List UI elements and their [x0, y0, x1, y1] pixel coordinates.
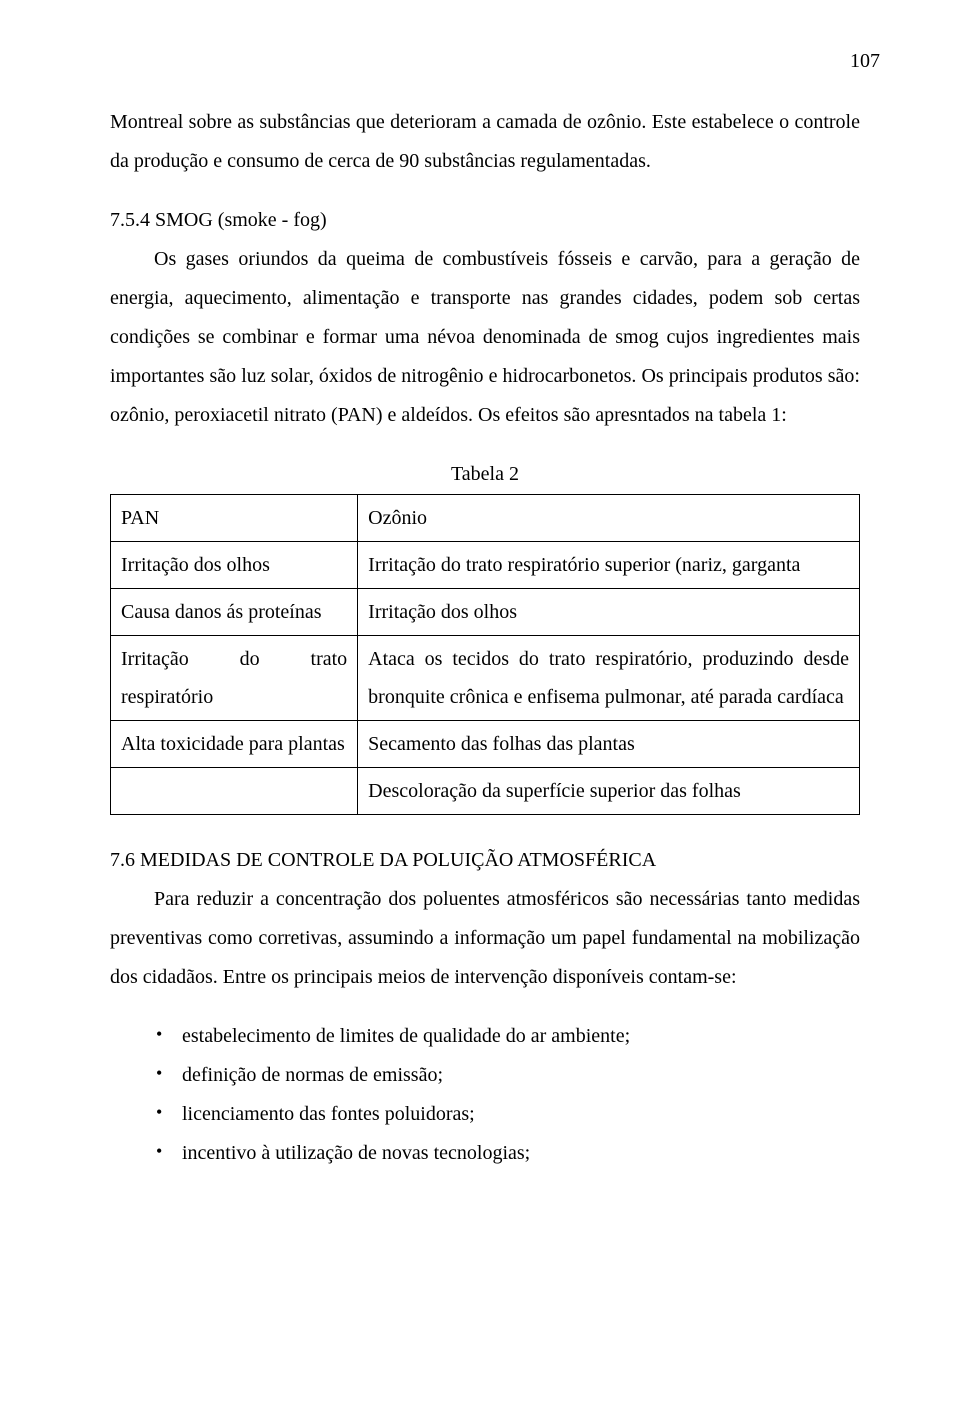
table-cell-left: Irritação dos olhos: [111, 542, 358, 589]
list-item: licenciamento das fontes poluidoras;: [110, 1095, 860, 1134]
table-cell-right: Ataca os tecidos do trato respiratório, …: [358, 636, 860, 721]
table-cell-left: Causa danos ás proteínas: [111, 589, 358, 636]
table-cell-right: Irritação do trato respiratório superior…: [358, 542, 860, 589]
table-row: Alta toxicidade para plantas Secamento d…: [111, 721, 860, 768]
heading-76: 7.6 MEDIDAS DE CONTROLE DA POLUIÇÃO ATMO…: [110, 841, 860, 880]
table-header-left: PAN: [111, 495, 358, 542]
list-item: estabelecimento de limites de qualidade …: [110, 1017, 860, 1056]
table-header-right: Ozônio: [358, 495, 860, 542]
table-cell-left: [111, 768, 358, 815]
table-cell-left: Alta toxicidade para plantas: [111, 721, 358, 768]
document-page: 107 Montreal sobre as substâncias que de…: [0, 0, 960, 1223]
table-cell-right: Secamento das folhas das plantas: [358, 721, 860, 768]
list-item: definição de normas de emissão;: [110, 1056, 860, 1095]
table-cell-left: Irritação do trato respiratório: [111, 636, 358, 721]
table-cell-right: Descoloração da superfície superior das …: [358, 768, 860, 815]
table-cell-right: Irritação dos olhos: [358, 589, 860, 636]
page-number: 107: [110, 50, 880, 73]
bullet-list: estabelecimento de limites de qualidade …: [110, 1017, 860, 1173]
list-item: incentivo à utilização de novas tecnolog…: [110, 1134, 860, 1173]
paragraph-2: Os gases oriundos da queima de combustív…: [110, 240, 860, 435]
paragraph-3: Para reduzir a concentração dos poluente…: [110, 880, 860, 997]
paragraph-1: Montreal sobre as substâncias que deteri…: [110, 103, 860, 181]
heading-754: 7.5.4 SMOG (smoke - fog): [110, 201, 860, 240]
table-row: Descoloração da superfície superior das …: [111, 768, 860, 815]
table-caption: Tabela 2: [110, 455, 860, 494]
table-row: Causa danos ás proteínas Irritação dos o…: [111, 589, 860, 636]
smog-effects-table: PAN Ozônio Irritação dos olhos Irritação…: [110, 494, 860, 815]
table-header-row: PAN Ozônio: [111, 495, 860, 542]
table-row: Irritação dos olhos Irritação do trato r…: [111, 542, 860, 589]
table-row: Irritação do trato respiratório Ataca os…: [111, 636, 860, 721]
